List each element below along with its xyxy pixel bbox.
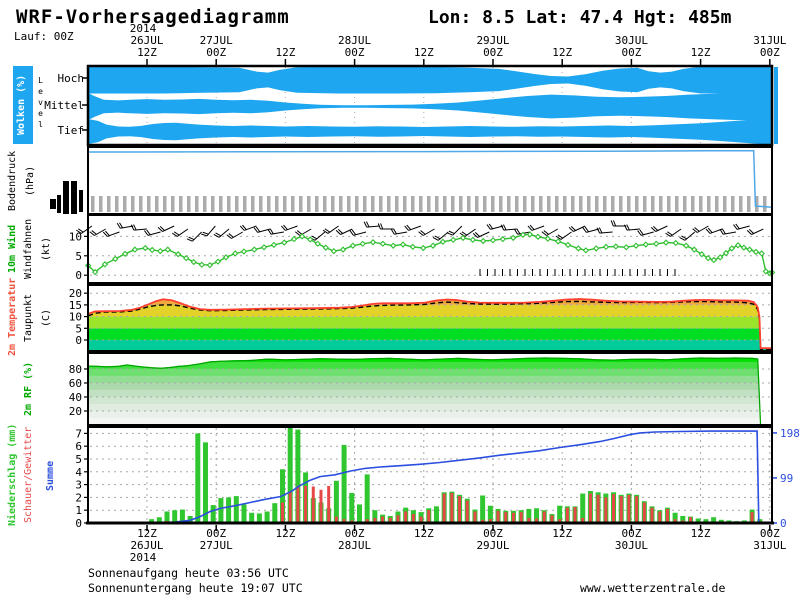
time-tick-hour: 12Z	[137, 46, 157, 59]
y-tick-label: 2	[75, 491, 82, 504]
page-title: WRF-Vorhersagediagramm	[16, 6, 290, 28]
pressure-ticks-illegible	[50, 199, 56, 209]
wind-unit-label: (kt)	[41, 236, 52, 262]
y-tick-label: 5	[75, 453, 82, 466]
sum-label: Summe	[45, 460, 56, 492]
clouds-panel-title-box: Wolken (%)	[13, 66, 33, 144]
precip-panel-title: Niederschlag (mm)	[7, 423, 18, 526]
time-axis-year: 2014	[130, 551, 157, 564]
time-tick-date: 29JUL	[476, 539, 509, 552]
cloud-level-mittel: Mittel	[44, 99, 84, 112]
sum-axis-label: 0	[780, 517, 787, 530]
time-tick-hour: 00Z	[760, 46, 780, 59]
y-tick-label: 7	[75, 427, 82, 440]
sunset-label: Sonnenuntergang heute 19:07 UTC	[88, 581, 303, 595]
humidity-panel-title: 2m RF (%)	[23, 361, 34, 417]
time-tick-hour: 12Z	[275, 46, 295, 59]
time-tick-hour: 12Z	[137, 527, 157, 540]
cloud-level-hoch: Hoch	[57, 72, 85, 85]
time-tick-hour: 00Z	[206, 46, 226, 59]
location-label: Lon: 8.5 Lat: 47.4 Hgt: 485m	[428, 7, 732, 28]
y-tick-label: 10	[69, 311, 82, 324]
temp-unit-label: (C)	[41, 308, 52, 328]
y-tick-label: 40	[69, 391, 82, 404]
pressure-ticks-illegible	[71, 181, 77, 214]
y-tick-label: 4	[75, 466, 82, 479]
time-tick-hour: 00Z	[483, 527, 503, 540]
time-tick-hour: 00Z	[345, 527, 365, 540]
wind-panel: 0 5 10	[69, 220, 776, 282]
clouds-panel-title: Wolken (%)	[16, 74, 27, 136]
y-tick-label: 0	[75, 334, 82, 347]
pressure-ticks-illegible	[57, 195, 61, 213]
clouds-panel	[82, 66, 778, 145]
time-tick-hour: 00Z	[206, 527, 226, 540]
y-tick-label: 1	[75, 504, 82, 517]
y-tick-label: 15	[69, 299, 82, 312]
time-tick-hour: 00Z	[345, 46, 365, 59]
time-tick-date: 28JUL	[338, 539, 371, 552]
time-tick-date: 30JUL	[615, 34, 648, 47]
wind-sub-label: Windfahnen	[23, 218, 34, 280]
time-tick-date: 31JUL	[753, 34, 786, 47]
time-tick-date: 26JUL	[130, 34, 163, 47]
sunrise-label: Sonnenaufgang heute 03:56 UTC	[88, 566, 289, 580]
y-tick-label: 20	[69, 405, 82, 418]
time-tick-hour: 12Z	[552, 46, 572, 59]
y-tick-label: 80	[69, 363, 82, 376]
pressure-panel	[50, 149, 773, 214]
y-tick-label: 6	[75, 440, 82, 453]
website-label: www.wetterzentrale.de	[580, 581, 726, 595]
time-tick-hour: 12Z	[691, 527, 711, 540]
pressure-ticks-illegible	[79, 190, 83, 212]
time-tick-hour: 12Z	[414, 46, 434, 59]
y-tick-label: 5	[75, 250, 82, 263]
time-tick-date: 29JUL	[476, 34, 509, 47]
y-tick-label: 60	[69, 377, 82, 390]
time-tick-hour: 00Z	[621, 527, 641, 540]
sum-axis-label: 99	[780, 472, 793, 485]
sum-axis-label: 198	[780, 427, 800, 440]
time-axis-year: 2014	[130, 22, 157, 35]
y-tick-label: 5	[75, 322, 82, 335]
time-tick-hour: 12Z	[552, 527, 572, 540]
pressure-unit-label: (hPa)	[25, 165, 36, 197]
time-tick-hour: 00Z	[621, 46, 641, 59]
time-tick-date: 27JUL	[200, 34, 233, 47]
dewpoint-label: Taupunkt	[23, 293, 34, 343]
showers-label: Schauer/Gewitter	[23, 426, 34, 524]
time-tick-date: 27JUL	[200, 539, 233, 552]
time-tick-hour: 00Z	[483, 46, 503, 59]
y-tick-label: 10	[69, 230, 82, 243]
time-tick-hour: 12Z	[414, 527, 434, 540]
time-tick-hour: 00Z	[760, 527, 780, 540]
y-tick-label: 0	[75, 517, 82, 530]
time-tick-hour: 12Z	[275, 527, 295, 540]
time-tick-date: 26JUL	[130, 539, 163, 552]
y-tick-label: 0	[75, 269, 82, 282]
y-tick-label: 3	[75, 479, 82, 492]
clouds-axis-label: Level	[36, 76, 45, 131]
wind-panel-title: 10m Wind	[7, 224, 18, 274]
time-tick-hour: 12Z	[691, 46, 711, 59]
time-tick-date: 28JUL	[338, 34, 371, 47]
temp-panel-title: 2m Temperatur	[7, 277, 18, 356]
model-run-label: Lauf: 00Z	[14, 30, 74, 43]
pressure-ticks-illegible	[63, 181, 69, 214]
pressure-panel-title: Bodendruck	[7, 150, 18, 212]
y-tick-label: 20	[69, 287, 82, 300]
time-tick-date: 31JUL	[753, 539, 786, 552]
time-tick-date: 30JUL	[615, 539, 648, 552]
cloud-level-tief: Tief	[57, 124, 85, 137]
